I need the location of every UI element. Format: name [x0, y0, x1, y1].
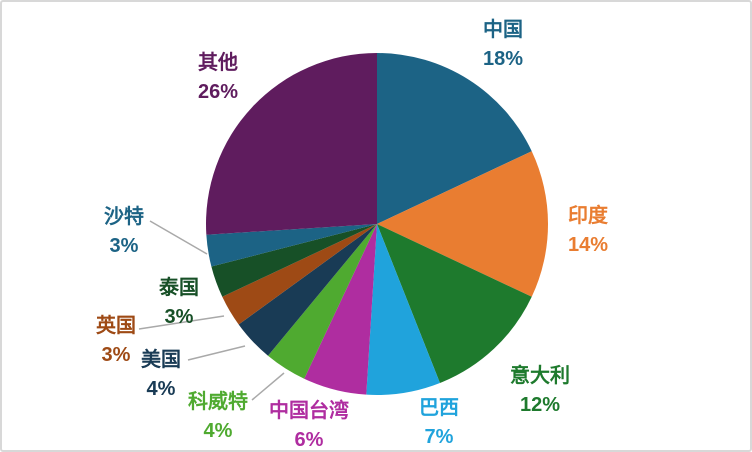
leader-line-usa	[187, 345, 246, 361]
pie-slice-usa	[238, 224, 377, 356]
slice-percent-taiwan-china: 6%	[294, 429, 324, 451]
slice-label-italy: 意大利 12%	[510, 362, 570, 420]
slice-label-others: 其他 26%	[198, 49, 238, 107]
slice-name-china: 中国	[483, 19, 523, 41]
slice-name-uk: 英国	[96, 315, 136, 337]
slice-percent-brazil: 7%	[424, 426, 454, 448]
slice-label-kuwait: 科威特 4%	[188, 388, 248, 446]
pie-slice-others	[206, 52, 377, 235]
pie-slice-india	[377, 151, 549, 297]
slice-name-thailand: 泰国	[159, 277, 199, 299]
slice-percent-usa: 4%	[146, 378, 176, 400]
pie-slice-thailand	[211, 224, 377, 297]
leader-line-saudi	[149, 220, 208, 255]
slice-name-brazil: 巴西	[419, 397, 459, 419]
pie-slice-kuwait	[268, 224, 377, 379]
slice-label-brazil: 巴西 7%	[419, 394, 459, 450]
slice-percent-thailand: 3%	[164, 306, 194, 328]
slice-name-india: 印度	[568, 205, 608, 227]
slice-label-taiwan-china: 中国台湾 6%	[269, 397, 349, 451]
leader-line-kuwait	[251, 372, 285, 401]
slice-name-usa: 美国	[141, 349, 181, 371]
slice-name-saudi: 沙特	[104, 206, 144, 228]
slice-name-taiwan-china: 中国台湾	[269, 400, 349, 422]
slice-name-kuwait: 科威特	[188, 391, 248, 413]
pie-slice-italy	[377, 224, 532, 383]
slice-label-thailand: 泰国 3%	[159, 274, 199, 332]
slice-percent-india: 14%	[567, 234, 609, 256]
pie-slice-taiwan-china	[304, 224, 377, 395]
pie-slice-brazil	[366, 224, 440, 395]
slice-percent-saudi: 3%	[109, 235, 139, 257]
leader-line-uk	[138, 315, 225, 330]
slice-percent-italy: 12%	[519, 394, 561, 416]
slice-label-uk: 英国 3%	[96, 312, 136, 370]
slice-label-usa: 美国 4%	[141, 346, 181, 404]
slice-label-saudi: 沙特 3%	[104, 203, 144, 261]
slice-name-italy: 意大利	[510, 365, 570, 387]
slice-percent-kuwait: 4%	[203, 420, 233, 442]
slice-percent-uk: 3%	[101, 344, 131, 366]
slice-label-china: 中国 18%	[483, 16, 523, 74]
slice-percent-china: 18%	[482, 48, 524, 70]
slice-name-others: 其他	[198, 52, 238, 74]
pie-slice-saudi	[206, 224, 377, 267]
pie-slice-china	[377, 53, 532, 224]
slice-label-india: 印度 14%	[568, 202, 608, 260]
pie-slice-uk	[222, 224, 377, 325]
slice-percent-others: 26%	[197, 81, 239, 103]
